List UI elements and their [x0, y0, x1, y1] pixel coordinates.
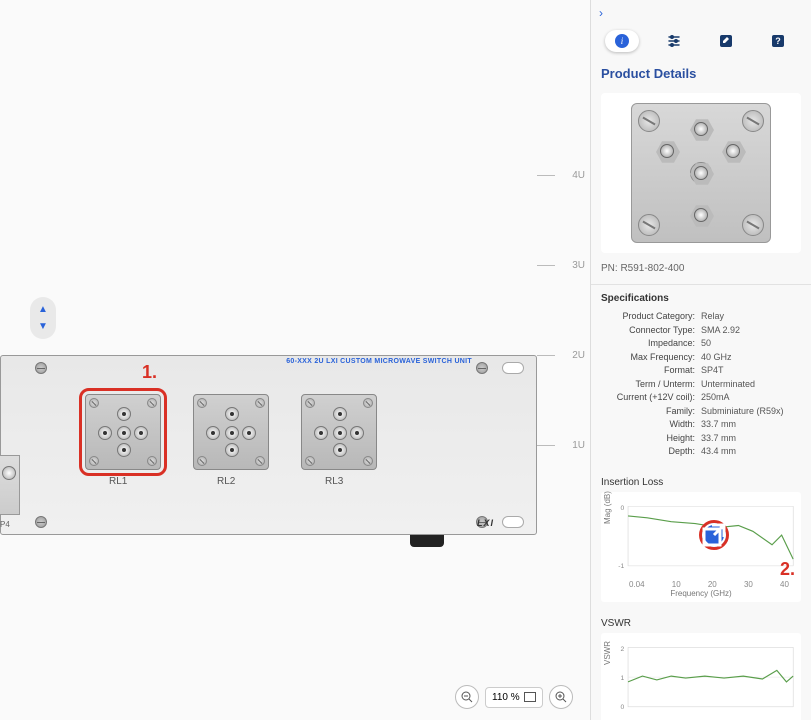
- panel-screw: [35, 516, 47, 528]
- spec-row: Term / Unterm:Unterminated: [601, 378, 801, 392]
- ruler-tick-label: 1U: [572, 440, 585, 451]
- collapse-panel-icon[interactable]: ›: [591, 0, 811, 26]
- pan-up-icon[interactable]: ▲: [38, 305, 48, 315]
- specs-title: Specifications: [591, 284, 811, 308]
- tab-info[interactable]: i: [605, 30, 639, 52]
- spec-table: Product Category:RelayConnector Type:SMA…: [591, 308, 811, 469]
- svg-text:0: 0: [620, 703, 624, 710]
- ruler-tick-label: 2U: [572, 350, 585, 361]
- spec-row: Height:33.7 mm: [601, 432, 801, 446]
- callout-1: 1.: [142, 362, 157, 383]
- relay-rl3[interactable]: [301, 394, 377, 470]
- zoom-fit-icon[interactable]: [524, 692, 536, 702]
- svg-text:?: ?: [775, 36, 781, 46]
- chart1-x-ticks: 0.0410203040: [605, 580, 797, 589]
- tab-help[interactable]: ?: [761, 30, 795, 52]
- relay-label: RL2: [217, 476, 235, 487]
- sliders-icon: [667, 34, 681, 48]
- lxi-logo: LXI: [477, 518, 494, 528]
- tab-edit[interactable]: [709, 30, 743, 52]
- vswr-chart[interactable]: VSWR 2 1 0 0.0410203040 Frequency (GHz): [601, 633, 801, 720]
- panel-slot: [502, 516, 524, 528]
- relay-label: RL1: [109, 476, 127, 487]
- panel-screw: [476, 362, 488, 374]
- spec-row: Impedance:50: [601, 337, 801, 351]
- spec-row: Max Frequency:40 GHz: [601, 351, 801, 365]
- pan-down-icon[interactable]: ▼: [38, 322, 48, 332]
- relay-rl1[interactable]: [85, 394, 161, 470]
- left-port: [0, 455, 20, 515]
- zoom-level-text: 110 %: [492, 692, 520, 703]
- u-ruler: 4U 3U 2U 1U: [537, 170, 590, 570]
- ruler-tick-label: 4U: [572, 170, 585, 181]
- help-icon: ?: [771, 34, 785, 48]
- spec-row: Width:33.7 mm: [601, 418, 801, 432]
- zoom-level[interactable]: 110 %: [485, 687, 543, 708]
- ruler-tick-label: 3U: [572, 260, 585, 271]
- relay-label: RL3: [325, 476, 343, 487]
- svg-text:0: 0: [620, 505, 624, 512]
- spec-row: Current (+12V coil):250mA: [601, 391, 801, 405]
- spec-row: Depth:43.4 mm: [601, 445, 801, 459]
- chart1-x-label: Frequency (GHz): [605, 589, 797, 598]
- rack-title: 60-XXX 2U LXI CUSTOM MICROWAVE SWITCH UN…: [286, 358, 472, 365]
- chart2-title: VSWR: [591, 610, 811, 631]
- expand-chart-button[interactable]: [699, 520, 729, 550]
- zoom-out-button[interactable]: [455, 685, 479, 709]
- section-title: Product Details: [591, 60, 811, 87]
- part-number: PN: R591-802-400: [591, 259, 811, 284]
- callout-2: 2.: [780, 559, 795, 580]
- insertion-loss-chart[interactable]: Mag (dB) 0 -1 0.0410203040 Frequency (GH…: [601, 492, 801, 602]
- svg-text:2: 2: [620, 646, 624, 653]
- chart2-y-label: VSWR: [603, 641, 612, 665]
- edit-icon: [719, 34, 733, 48]
- spec-row: Format:SP4T: [601, 364, 801, 378]
- panel-screw: [35, 362, 47, 374]
- svg-text:1: 1: [620, 674, 624, 681]
- info-icon: i: [615, 34, 629, 48]
- zoom-in-button[interactable]: [549, 685, 573, 709]
- chart1-y-label: Mag (dB): [603, 491, 612, 524]
- rack-foot: [410, 535, 444, 547]
- tab-settings[interactable]: [657, 30, 691, 52]
- chart1-title: Insertion Loss: [591, 469, 811, 490]
- zoom-controls: 110 %: [455, 685, 573, 709]
- product-image: [601, 93, 801, 253]
- spec-row: Connector Type:SMA 2.92: [601, 324, 801, 338]
- relay-rl2[interactable]: [193, 394, 269, 470]
- rack-panel[interactable]: 60-XXX 2U LXI CUSTOM MICROWAVE SWITCH UN…: [0, 355, 537, 535]
- spec-row: Product Category:Relay: [601, 310, 801, 324]
- svg-text:-1: -1: [618, 562, 624, 569]
- spec-row: Family:Subminiature (R59x): [601, 405, 801, 419]
- panel-slot: [502, 362, 524, 374]
- left-port-label: P4: [0, 520, 10, 529]
- pan-up-down[interactable]: ▲ ▼: [30, 297, 56, 339]
